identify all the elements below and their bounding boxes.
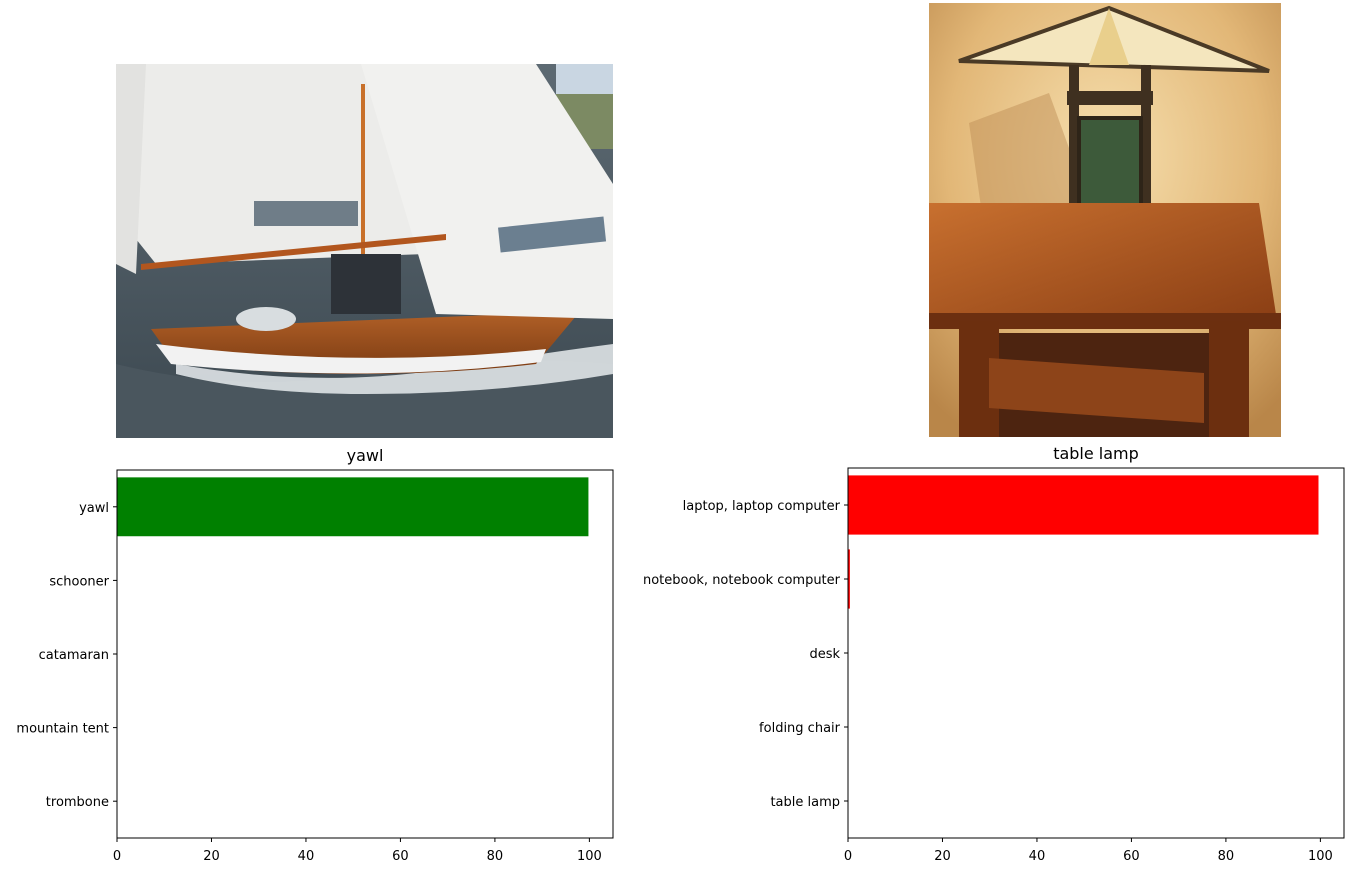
plot-frame <box>847 467 1345 839</box>
sailboat-photo <box>116 64 613 438</box>
y-tick-label: trombone <box>46 795 109 810</box>
chart-yawl: yawl yawl schooner catamaran mountain tent tr… <box>16 446 614 864</box>
y-tick-label: schooner <box>49 574 109 589</box>
chart-table-lamp: table lamp laptop, laptop computer noteboo… <box>643 444 1345 864</box>
x-tick-label: 100 <box>577 849 602 864</box>
x-tick-label: 40 <box>1029 849 1046 864</box>
y-tick-label: desk <box>809 647 840 662</box>
x-tick-label: 80 <box>1218 849 1235 864</box>
x-tick-label: 80 <box>487 849 504 864</box>
y-tick-label: yawl <box>79 501 109 516</box>
y-tick-label: laptop, laptop computer <box>683 499 841 514</box>
y-tick-label: notebook, notebook computer <box>643 573 841 588</box>
chart-title: yawl <box>347 446 384 465</box>
x-tick-label: 100 <box>1308 849 1333 864</box>
chart-title: table lamp <box>1053 444 1139 463</box>
y-tick-label: mountain tent <box>16 722 109 737</box>
x-tick-label: 40 <box>298 849 315 864</box>
x-tick-label: 20 <box>934 849 951 864</box>
x-tick-label: 0 <box>844 849 852 864</box>
y-tick-label: folding chair <box>759 721 841 736</box>
bar-yawl <box>117 477 589 537</box>
y-tick-label: catamaran <box>39 648 109 663</box>
x-tick-label: 0 <box>113 849 121 864</box>
table-lamp-photo <box>929 3 1281 437</box>
x-tick-label: 20 <box>203 849 220 864</box>
x-tick-label: 60 <box>1123 849 1140 864</box>
x-tick-label: 60 <box>392 849 409 864</box>
y-tick-label: table lamp <box>770 795 840 810</box>
bar-laptop-laptop-computer <box>848 475 1319 535</box>
plot-frame <box>116 469 614 839</box>
bar-notebook-notebook-computer <box>848 549 850 609</box>
